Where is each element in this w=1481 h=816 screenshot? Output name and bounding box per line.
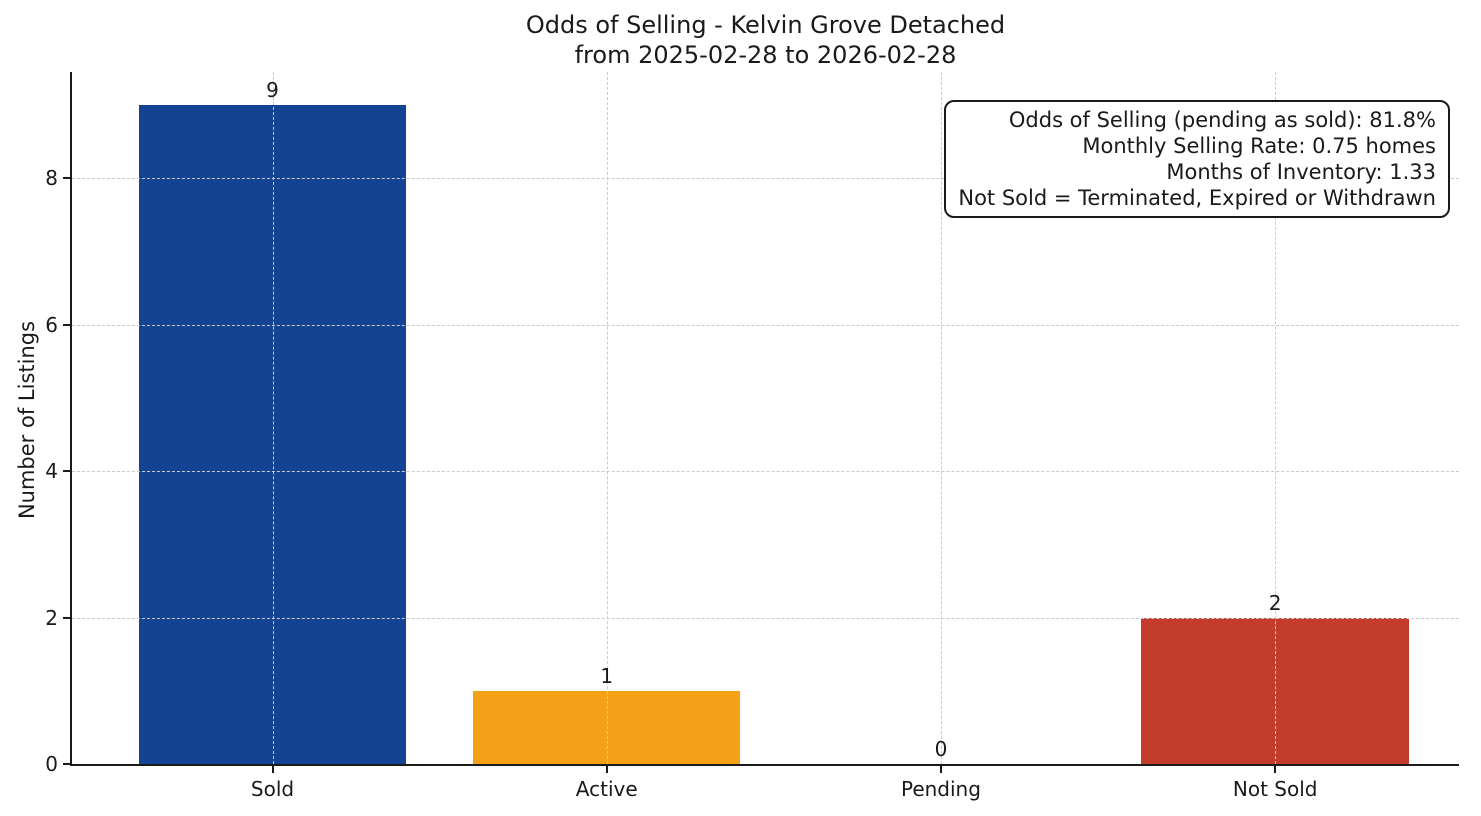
- vertical-gridline: [940, 72, 942, 764]
- y-tick-mark: [63, 470, 70, 473]
- y-tick-mark: [63, 323, 70, 326]
- annotation-box: Odds of Selling (pending as sold): 81.8%…: [944, 100, 1450, 218]
- vertical-gridline: [1275, 72, 1277, 764]
- bar-sold: [138, 104, 407, 764]
- title-block: Odds of Selling - Kelvin Grove Detached …: [72, 10, 1459, 70]
- x-tick-label: Pending: [900, 777, 981, 801]
- y-tick-label: 0: [45, 752, 58, 776]
- vertical-gridline: [272, 72, 274, 764]
- x-tick-mark: [939, 766, 942, 773]
- x-tick-label: Sold: [250, 777, 295, 801]
- bar-value-label: 0: [934, 737, 948, 761]
- plot-area: 0 2 4 6 8 Sold 9 Active 1 Pending 0 Not Sold 2: [45, 72, 1459, 801]
- bar-value-label: 2: [1268, 590, 1282, 615]
- x-tick-label: Active: [575, 777, 638, 801]
- y-tick-mark: [63, 616, 70, 619]
- y-tick-label: 8: [45, 166, 58, 191]
- bar-active: [473, 690, 741, 764]
- bar-value-label: 9: [266, 77, 279, 102]
- bar-not-sold: [1141, 617, 1409, 764]
- y-tick-label: 2: [45, 605, 58, 630]
- annotation-line-odds: Odds of Selling (pending as sold): 81.8%: [1008, 108, 1436, 132]
- x-tick-label: Not Sold: [1232, 777, 1318, 801]
- horizontal-gridline: [72, 617, 1459, 619]
- chart-subtitle: from 2025-02-28 to 2026-02-28: [574, 41, 957, 69]
- y-tick-mark: [63, 177, 70, 180]
- x-tick-mark: [271, 766, 274, 773]
- bar-value-label: 1: [600, 663, 614, 688]
- horizontal-gridline: [72, 324, 1459, 326]
- x-tick-mark: [605, 766, 608, 773]
- chart-title: Odds of Selling - Kelvin Grove Detached: [525, 11, 1006, 39]
- annotation-line-not-sold-note: Not Sold = Terminated, Expired or Withdr…: [958, 186, 1436, 210]
- y-tick-label: 6: [45, 312, 58, 337]
- horizontal-gridline: [72, 178, 1459, 180]
- horizontal-gridline: [72, 471, 1459, 473]
- vertical-gridline: [606, 72, 608, 764]
- annotation-line-inventory: Months of Inventory: 1.33: [1166, 160, 1436, 184]
- y-axis-label: Number of Listings: [15, 320, 39, 520]
- y-tick-mark: [63, 763, 70, 765]
- annotation-line-selling-rate: Monthly Selling Rate: 0.75 homes: [1082, 134, 1436, 158]
- x-tick-mark: [1274, 766, 1277, 773]
- y-tick-label: 4: [45, 459, 58, 484]
